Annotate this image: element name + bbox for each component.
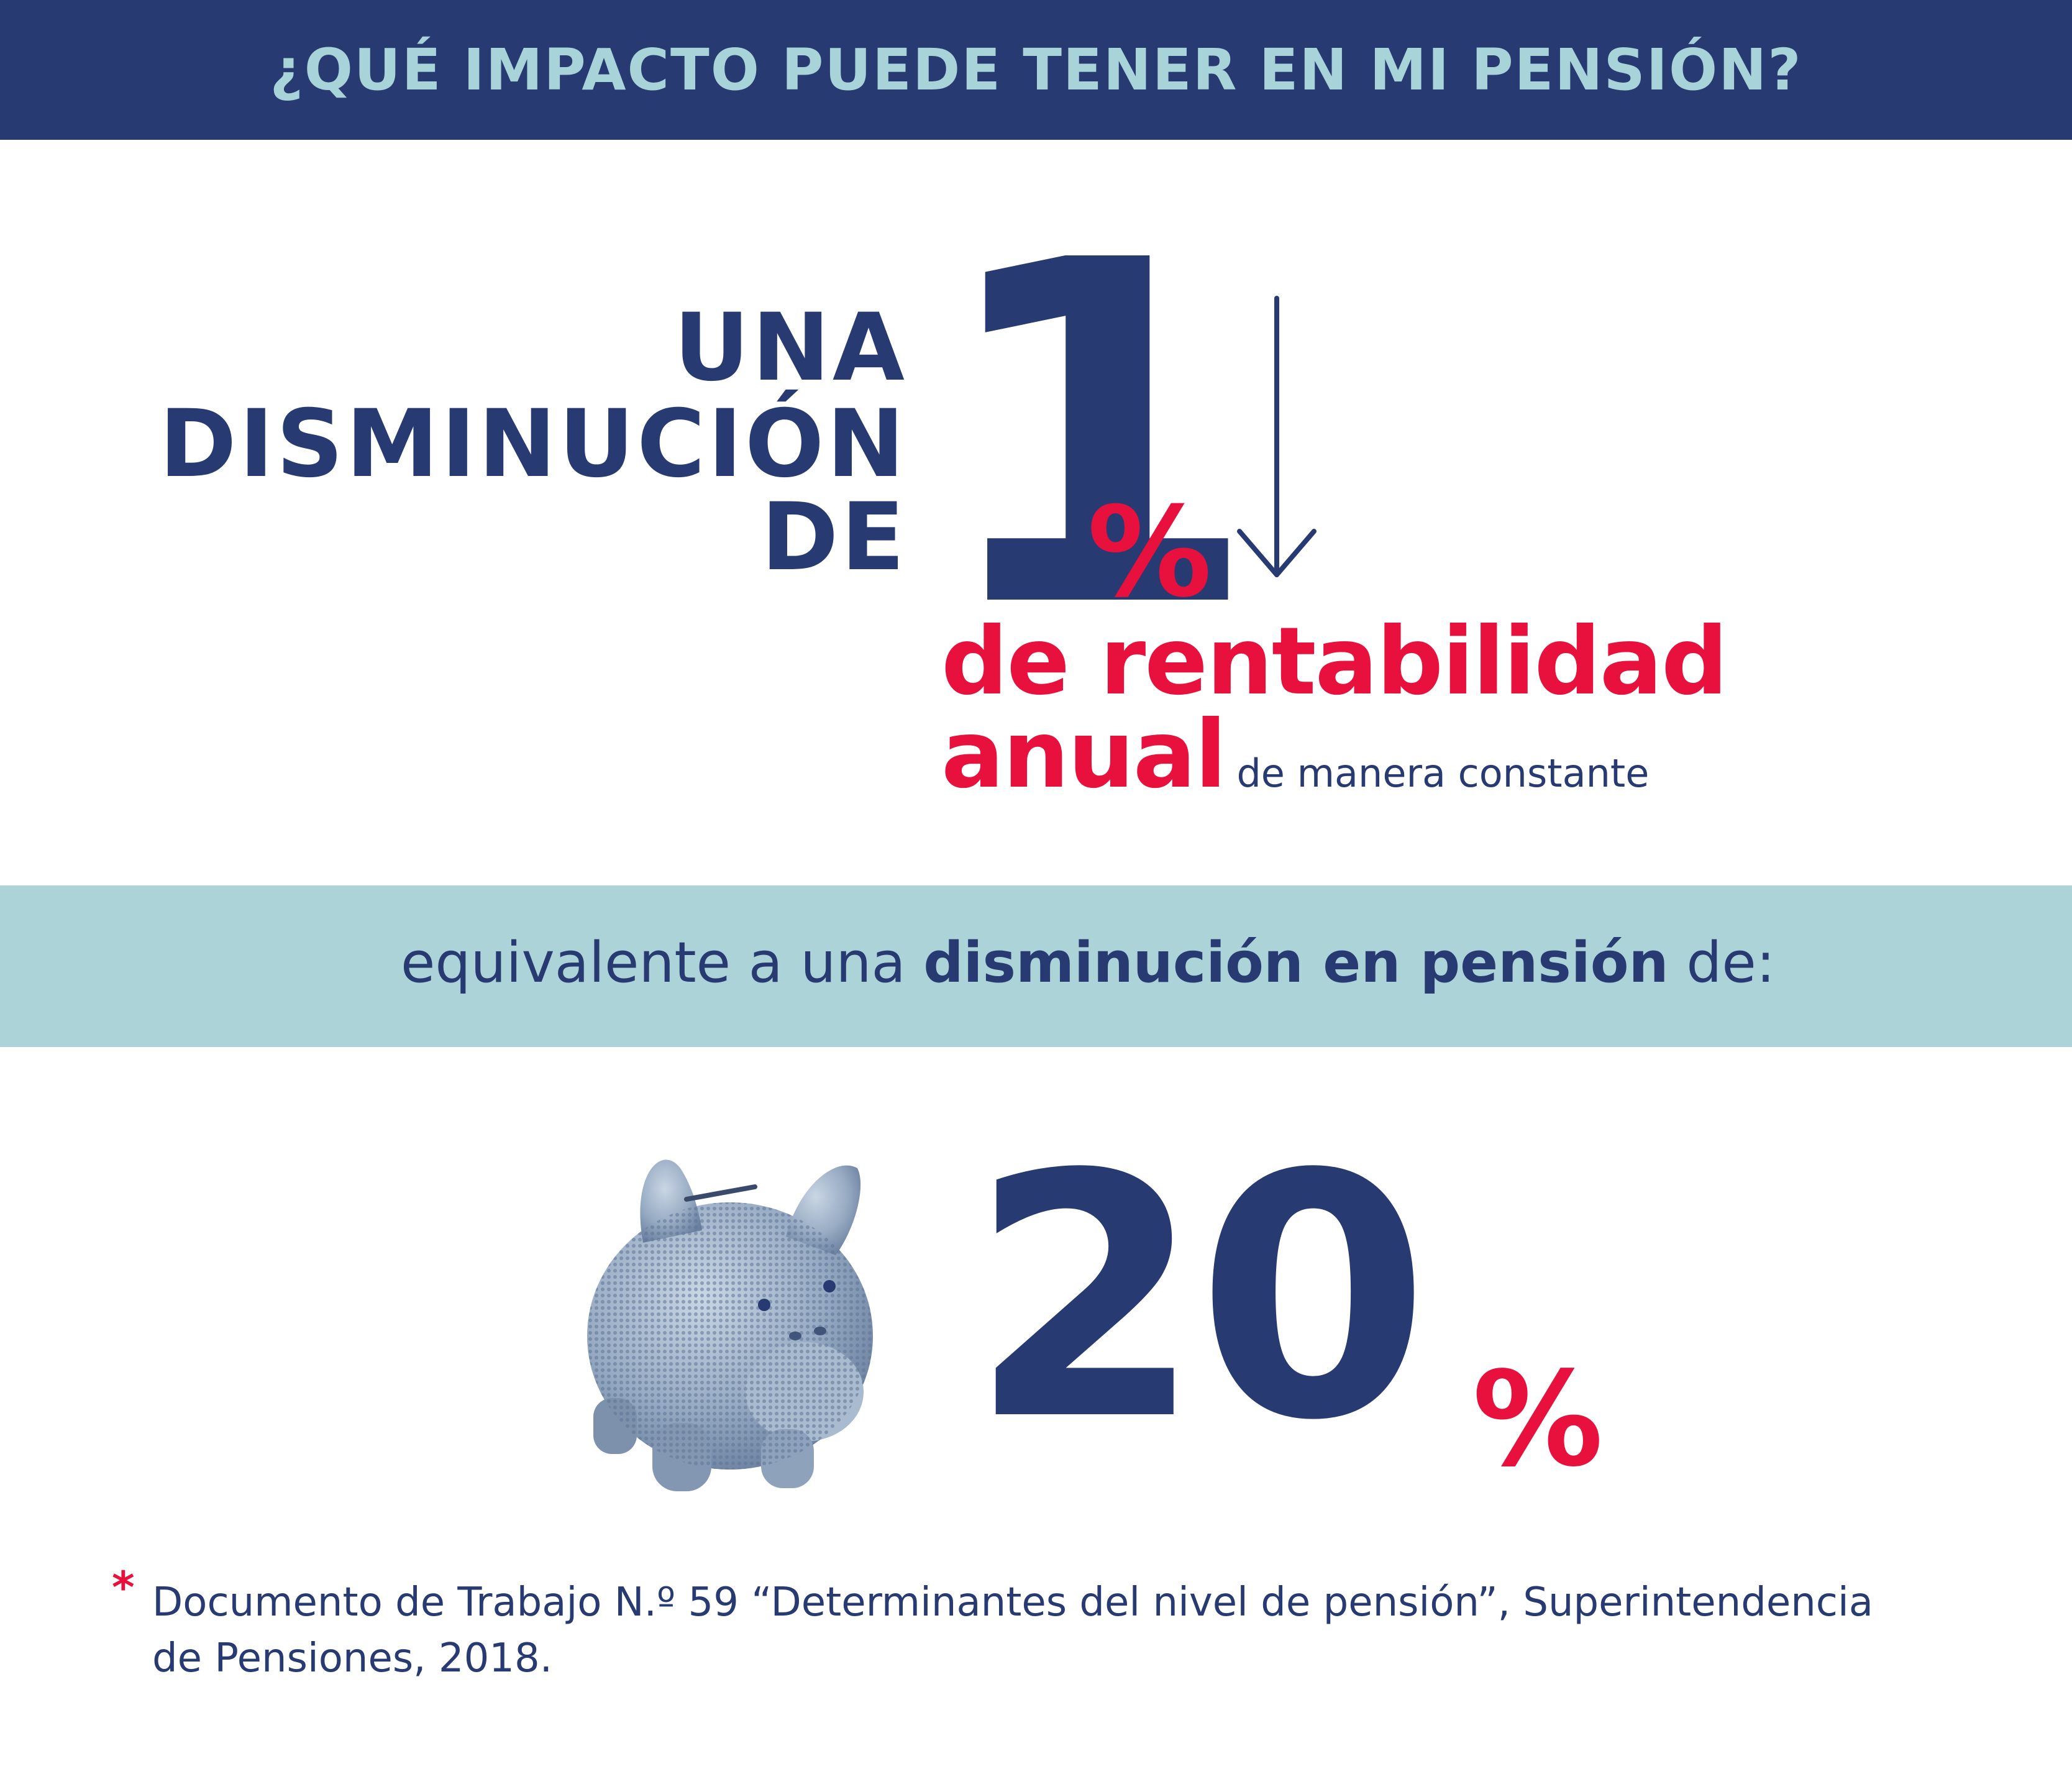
equivalence-text: equivalente a una disminución en pensión…	[401, 935, 1775, 991]
equivalence-band	[0, 885, 2072, 1047]
page-title: ¿QUÉ IMPACTO PUEDE TENER EN MI PENSIÓN?	[270, 36, 1802, 103]
equivalence-prefix: equivalente a una	[401, 930, 906, 995]
equivalence-emphasis: disminución en pensión	[923, 930, 1669, 995]
result-number: 20	[969, 1104, 1430, 1494]
headline-line-disminucion: DISMINUCIÓN	[159, 390, 907, 498]
headline-line-una: UNA	[673, 294, 907, 402]
result-percent-sign: %	[1472, 1343, 1604, 1496]
headline-number: 1	[932, 162, 1261, 711]
down-arrow-icon	[1237, 296, 1317, 577]
piggy-bank-icon	[587, 1159, 873, 1491]
footnote-marker: *	[112, 1562, 135, 1613]
headline-line-de: DE	[761, 483, 907, 592]
headline-percent-sign: %	[1087, 480, 1212, 625]
footnote-line-1: Documento de Trabajo N.º 59 “Determinant…	[152, 1580, 1873, 1625]
headline-anual: anual	[941, 701, 1226, 809]
headline-rate-line2: anual de manera constante	[941, 708, 1649, 802]
footnote-line-2: de Pensiones, 2018.	[152, 1635, 553, 1681]
equivalence-suffix: de:	[1686, 930, 1776, 995]
headline-qualifier: de manera constante	[1236, 751, 1650, 796]
headline-rate-line1: de rentabilidad	[941, 608, 1728, 716]
header-bar: ¿QUÉ IMPACTO PUEDE TENER EN MI PENSIÓN?	[0, 0, 2072, 140]
footnote: Documento de Trabajo N.º 59 “Determinant…	[152, 1575, 1954, 1686]
